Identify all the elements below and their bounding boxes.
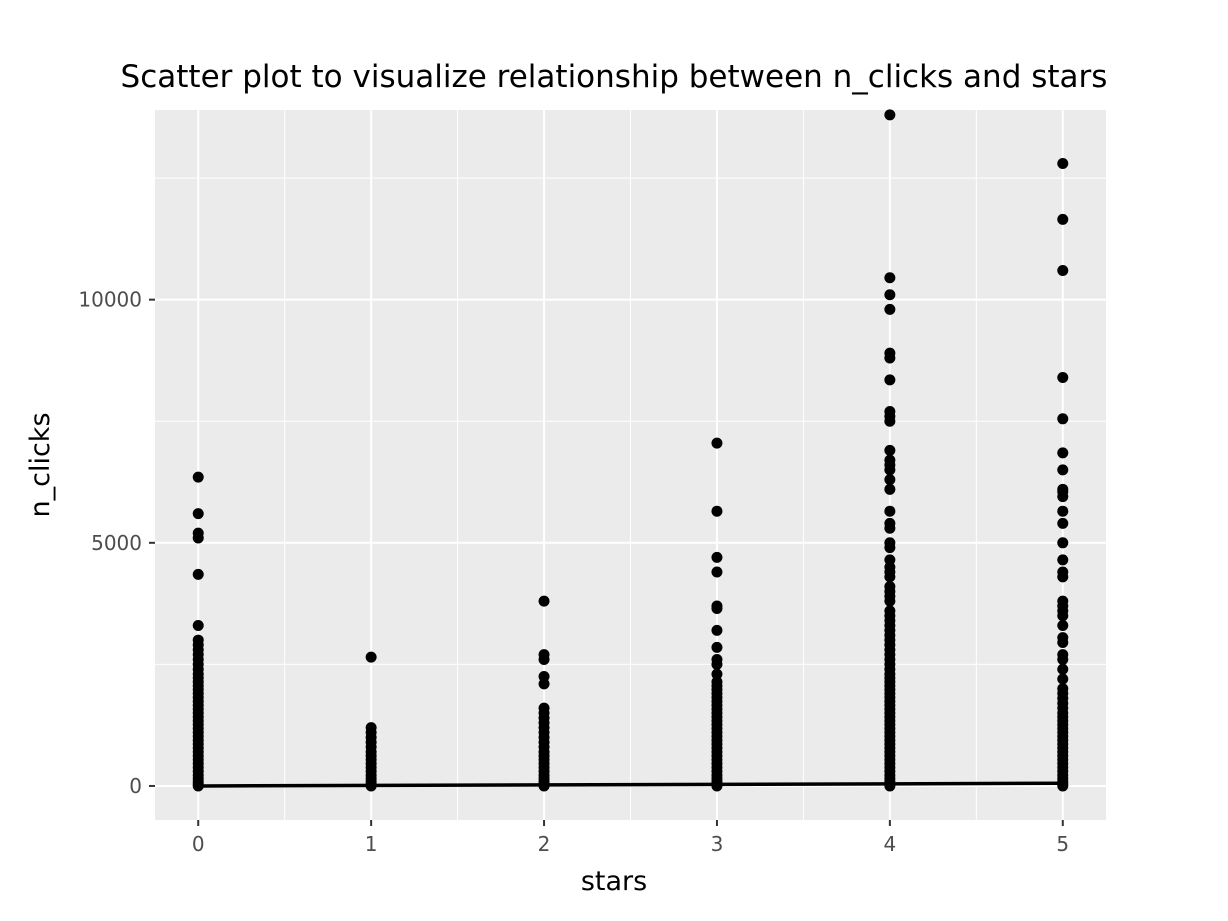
data-point — [1057, 632, 1069, 644]
data-point — [884, 554, 896, 566]
data-point — [1057, 649, 1069, 661]
data-point — [538, 702, 550, 714]
data-point — [884, 454, 896, 466]
data-point — [711, 641, 723, 653]
data-point — [1057, 554, 1069, 566]
data-point — [884, 406, 896, 418]
data-point — [538, 649, 550, 661]
x-axis-label: stars — [581, 866, 647, 897]
data-point — [711, 654, 723, 666]
data-point — [884, 474, 896, 486]
data-point — [1057, 673, 1069, 685]
data-point — [1057, 505, 1069, 517]
y-axis-label: n_clicks — [25, 412, 56, 517]
data-point — [1057, 413, 1069, 425]
trend-line-layer — [198, 781, 1063, 788]
data-point — [365, 722, 377, 734]
y-tick-label: 10000 — [78, 288, 142, 312]
data-point — [192, 568, 204, 580]
data-point — [711, 600, 723, 612]
data-point — [192, 619, 204, 631]
data-point — [711, 505, 723, 517]
data-point — [711, 668, 723, 680]
data-point — [1057, 464, 1069, 476]
data-point — [884, 289, 896, 301]
data-point — [884, 109, 896, 121]
data-point — [538, 595, 550, 607]
data-point — [884, 505, 896, 517]
data-points — [192, 109, 1069, 792]
data-point — [1057, 157, 1069, 169]
data-point — [192, 471, 204, 483]
x-tick-label: 0 — [192, 832, 205, 856]
x-tick-label: 3 — [711, 832, 724, 856]
data-point — [884, 605, 896, 617]
x-tick-label: 1 — [365, 832, 378, 856]
data-point — [192, 508, 204, 520]
x-axis-ticks: 0 1 2 3 4 5 — [192, 820, 1069, 856]
data-point — [1057, 683, 1069, 695]
data-point — [884, 581, 896, 593]
data-point — [1057, 371, 1069, 383]
data-point — [711, 551, 723, 563]
data-point — [711, 566, 723, 578]
data-point — [1057, 517, 1069, 529]
data-point — [1057, 595, 1069, 607]
data-point — [711, 437, 723, 449]
data-point — [884, 483, 896, 495]
data-point — [884, 537, 896, 549]
trend-line — [198, 781, 1063, 788]
chart-title: Scatter plot to visualize relationship b… — [121, 59, 1108, 95]
y-tick-label: 5000 — [91, 531, 142, 555]
data-point — [365, 651, 377, 663]
data-point — [192, 634, 204, 646]
data-point — [711, 676, 723, 688]
data-point — [1057, 663, 1069, 675]
data-point — [1057, 447, 1069, 459]
data-point — [1057, 537, 1069, 549]
data-point — [884, 517, 896, 529]
data-point — [538, 671, 550, 683]
x-tick-label: 5 — [1056, 832, 1069, 856]
data-point — [884, 347, 896, 359]
data-point — [192, 527, 204, 539]
data-point — [884, 444, 896, 456]
data-point — [1057, 566, 1069, 578]
x-tick-label: 2 — [538, 832, 551, 856]
data-point — [1057, 264, 1069, 276]
data-point — [1057, 213, 1069, 225]
data-point — [1057, 483, 1069, 495]
data-point — [884, 303, 896, 315]
y-tick-label: 0 — [129, 774, 142, 798]
data-point — [711, 624, 723, 636]
data-point — [884, 374, 896, 386]
data-point — [1057, 619, 1069, 631]
data-point — [884, 272, 896, 284]
x-tick-label: 4 — [883, 832, 896, 856]
y-axis-ticks: 0 5000 10000 — [78, 288, 155, 798]
